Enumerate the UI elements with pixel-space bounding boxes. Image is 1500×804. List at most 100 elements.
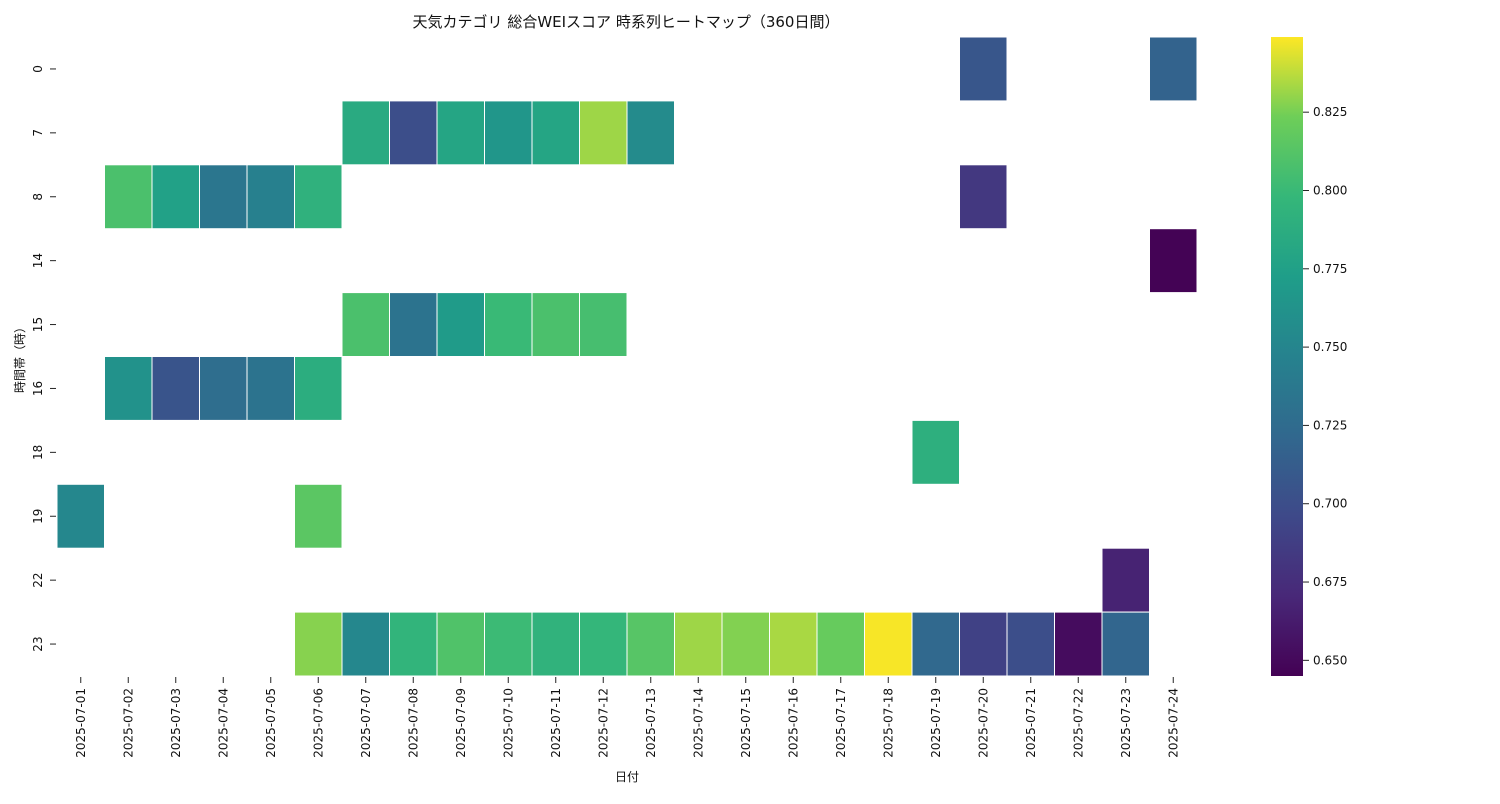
colorbar-ticks: 0.650 0.675 0.700 0.725 0.750 0.775 0.800 0.825 xyxy=(1303,105,1347,667)
heatmap-cell xyxy=(484,611,533,677)
heatmap-cell xyxy=(294,356,343,421)
y-tick-label: 0 xyxy=(31,65,45,73)
x-tick-label: 2025-07-20 xyxy=(976,688,990,758)
x-tick-label: 2025-07-09 xyxy=(454,688,468,758)
x-tick-label: 2025-07-19 xyxy=(929,688,943,758)
heatmap-cell xyxy=(294,483,343,549)
heatmap-cell xyxy=(484,292,533,358)
heatmap-cell xyxy=(579,292,628,358)
x-tick-label: 2025-07-01 xyxy=(74,688,88,758)
x-tick-label: 2025-07-03 xyxy=(169,688,183,758)
colorbar-tick-label: 0.675 xyxy=(1313,575,1347,589)
y-axis-ticks: 0 7 8 14 15 16 18 19 22 23 xyxy=(31,65,56,652)
x-tick-label: 2025-07-02 xyxy=(121,688,135,758)
x-tick-label: 2025-07-17 xyxy=(834,688,848,758)
x-tick-label: 2025-07-07 xyxy=(359,688,373,758)
heatmap-cell xyxy=(531,292,580,358)
x-tick-label: 2025-07-11 xyxy=(549,688,563,758)
y-tick-label: 19 xyxy=(31,509,45,524)
heatmap-cell xyxy=(911,611,960,677)
colorbar-tick-label: 0.775 xyxy=(1313,262,1347,276)
x-tick-label: 2025-07-15 xyxy=(739,688,753,758)
heatmap-cell xyxy=(104,356,153,421)
x-tick-label: 2025-07-04 xyxy=(216,688,230,758)
colorbar-tick-label: 0.700 xyxy=(1313,497,1347,511)
y-tick-label: 18 xyxy=(31,445,45,460)
y-tick-label: 8 xyxy=(31,193,45,201)
heatmap-cell xyxy=(959,164,1008,230)
heatmap-cell xyxy=(246,164,295,230)
heatmap-cell xyxy=(484,100,533,166)
heatmap-cell xyxy=(1149,36,1198,102)
x-tick-label: 2025-07-23 xyxy=(1119,688,1133,758)
heatmap-cell xyxy=(436,292,485,358)
x-tick-label: 2025-07-08 xyxy=(406,688,420,758)
x-tick-label: 2025-07-18 xyxy=(881,688,895,758)
y-axis-label: 時間帯（時） xyxy=(13,321,27,393)
heatmap-cell xyxy=(626,100,675,166)
y-tick-label: 22 xyxy=(31,573,45,588)
heatmap-cell xyxy=(1006,611,1055,677)
heatmap-cell xyxy=(341,292,390,358)
chart-title: 天気カテゴリ 総合WEIスコア 時系列ヒートマップ（360日間） xyxy=(413,13,840,31)
heatmap-cell xyxy=(531,611,580,677)
x-tick-label: 2025-07-12 xyxy=(596,688,610,758)
colorbar-tick-label: 0.725 xyxy=(1313,418,1347,432)
x-tick-label: 2025-07-16 xyxy=(786,688,800,758)
heatmap-cell xyxy=(151,164,200,230)
heatmap-cell xyxy=(389,292,438,358)
x-axis-ticks: 2025-07-01 2025-07-02 2025-07-03 2025-07-04… xyxy=(74,677,1180,758)
x-tick-label: 2025-07-24 xyxy=(1166,688,1180,758)
heatmap-cell xyxy=(294,611,343,677)
colorbar-tick-label: 0.650 xyxy=(1313,653,1347,667)
heatmap-cell xyxy=(769,611,818,677)
heatmap-cell xyxy=(674,611,723,677)
heatmap-cell xyxy=(199,356,248,421)
heatmap-cell xyxy=(56,483,105,549)
y-tick-label: 15 xyxy=(31,317,45,332)
x-tick-label: 2025-07-21 xyxy=(1024,688,1038,758)
x-tick-label: 2025-07-05 xyxy=(264,688,278,758)
heatmap-cell xyxy=(721,611,770,677)
x-axis-label: 日付 xyxy=(615,770,639,784)
heatmap-cell xyxy=(959,611,1008,677)
x-tick-label: 2025-07-06 xyxy=(311,688,325,758)
heatmap-cell xyxy=(1101,547,1150,613)
heatmap-cell xyxy=(389,611,438,677)
heatmap-cell xyxy=(104,164,153,230)
heatmap-cell xyxy=(911,419,960,485)
heatmap-cell xyxy=(436,100,485,166)
heatmap-cell xyxy=(341,100,390,166)
heatmap-cell xyxy=(151,356,200,421)
x-tick-label: 2025-07-13 xyxy=(644,688,658,758)
heatmap-cell xyxy=(579,611,628,677)
y-tick-label: 16 xyxy=(31,381,45,396)
heatmap-cell xyxy=(436,611,485,677)
heatmap-cell xyxy=(1101,611,1150,677)
colorbar-tick-label: 0.800 xyxy=(1313,183,1347,197)
colorbar xyxy=(1271,37,1303,676)
heatmap-cell xyxy=(579,100,628,166)
y-tick-label: 14 xyxy=(31,253,45,268)
heatmap-cells xyxy=(56,36,1198,677)
heatmap-cell xyxy=(1149,228,1198,294)
y-tick-label: 23 xyxy=(31,636,45,651)
heatmap-cell xyxy=(816,611,865,677)
heatmap-cell xyxy=(341,611,390,677)
x-tick-label: 2025-07-22 xyxy=(1071,688,1085,758)
y-tick-label: 7 xyxy=(31,129,45,137)
x-tick-label: 2025-07-14 xyxy=(691,688,705,758)
heatmap-cell xyxy=(246,356,295,421)
colorbar-tick-label: 0.825 xyxy=(1313,105,1347,119)
x-tick-label: 2025-07-10 xyxy=(501,688,515,758)
heatmap-cell xyxy=(959,36,1008,102)
heatmap-cell xyxy=(389,100,438,166)
heatmap-cell xyxy=(531,100,580,166)
colorbar-tick-label: 0.750 xyxy=(1313,340,1347,354)
heatmap-cell xyxy=(626,611,675,677)
heatmap-cell xyxy=(1054,611,1103,677)
heatmap-cell xyxy=(199,164,248,230)
heatmap-cell xyxy=(864,611,913,677)
